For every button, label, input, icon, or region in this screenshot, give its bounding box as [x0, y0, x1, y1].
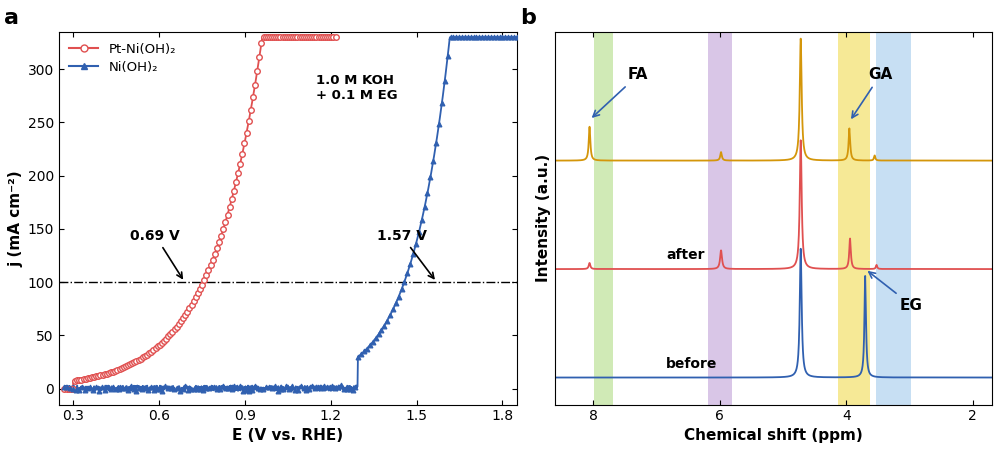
Bar	[708, 32, 732, 405]
Text: after: after	[666, 249, 705, 262]
Text: 1.57 V: 1.57 V	[377, 229, 434, 278]
Text: a: a	[4, 8, 19, 28]
X-axis label: E (V vs. RHE): E (V vs. RHE)	[232, 428, 343, 443]
Text: 0.69 V: 0.69 V	[130, 229, 182, 278]
Legend: Pt-Ni(OH)₂, Ni(OH)₂: Pt-Ni(OH)₂, Ni(OH)₂	[65, 38, 180, 78]
Text: EG: EG	[869, 272, 923, 313]
Bar	[876, 32, 911, 405]
Text: FA: FA	[593, 67, 648, 117]
Bar	[594, 32, 613, 405]
Text: b: b	[521, 8, 536, 28]
Text: before: before	[666, 357, 717, 371]
Text: GA: GA	[852, 67, 893, 118]
Bar	[838, 32, 870, 405]
X-axis label: Chemical shift (ppm): Chemical shift (ppm)	[684, 428, 863, 443]
Text: 1.0 M KOH
+ 0.1 M EG: 1.0 M KOH + 0.1 M EG	[316, 74, 398, 102]
Y-axis label: Intensity (a.u.): Intensity (a.u.)	[536, 154, 551, 282]
Y-axis label: j (mA cm⁻²): j (mA cm⁻²)	[8, 170, 23, 267]
